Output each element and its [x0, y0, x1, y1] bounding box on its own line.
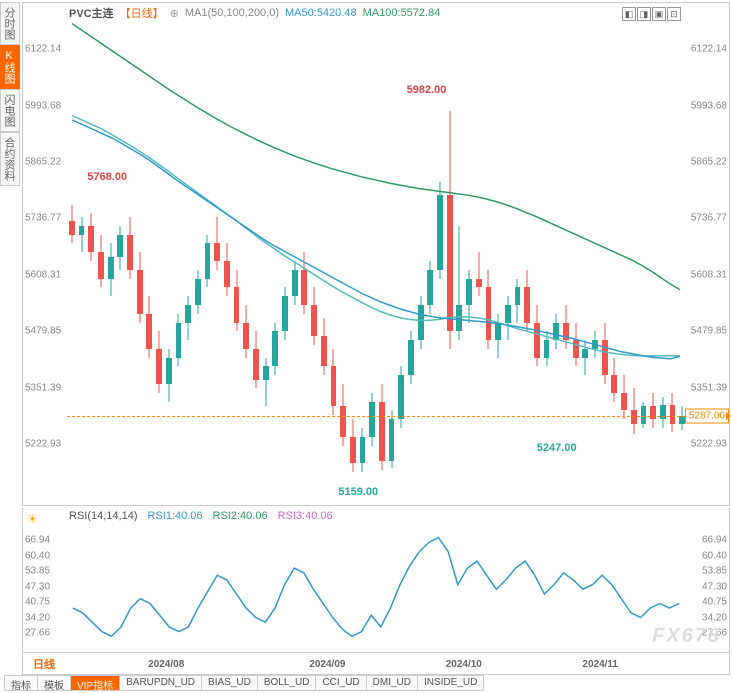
- timeframe-label: 【日线】: [120, 5, 164, 21]
- indicator-tab-7[interactable]: DMI_UD: [366, 675, 418, 691]
- rsi3-readout: RSI3:40.06: [278, 510, 333, 522]
- price-y-tick: 5736.77: [691, 213, 727, 224]
- indicator-tab-0[interactable]: 指标: [4, 675, 38, 691]
- price-y-tick: 5865.22: [691, 157, 727, 168]
- rsi-y-tick: 47.30: [25, 581, 50, 592]
- rsi-header: RSI(14,14,14) RSI1:40.06 RSI2:40.06 RSI3…: [69, 510, 333, 522]
- ma-label: MA1(50,100,200,0): [185, 7, 279, 19]
- left-tab-2[interactable]: 闪电图: [0, 89, 20, 132]
- rsi-y-tick: 53.85: [702, 566, 727, 577]
- rsi-label: RSI(14,14,14): [69, 510, 137, 522]
- rsi-line-svg: [23, 508, 729, 652]
- price-y-tick: 5608.31: [691, 269, 727, 280]
- rsi-y-tick: 60.40: [25, 550, 50, 561]
- rsi-y-tick: 53.85: [25, 566, 50, 577]
- chart-tool-icons: ◧◨▣⊡: [622, 7, 681, 21]
- time-x-tick: 2024/10: [446, 659, 482, 670]
- indicator-tab-5[interactable]: BOLL_UD: [257, 675, 317, 691]
- price-annotation: 5982.00: [407, 84, 447, 96]
- left-tab-bar: 分时图K线图闪电图合约资料: [0, 2, 20, 186]
- price-y-tick: 5865.22: [25, 157, 61, 168]
- chart-tool-icon-0[interactable]: ◧: [622, 7, 636, 21]
- rsi-y-tick: 66.94: [25, 535, 50, 546]
- rsi-y-tick: 47.30: [702, 581, 727, 592]
- chart-tool-icon-1[interactable]: ◨: [637, 7, 651, 21]
- price-y-tick: 5479.85: [691, 326, 727, 337]
- chart-header: PVC主连 【日线】 ⊕ MA1(50,100,200,0) MA50:5420…: [69, 5, 440, 21]
- ma50-readout: MA50:5420.48: [285, 7, 357, 19]
- rsi-y-tick: 34.20: [25, 612, 50, 623]
- rsi-y-tick: 27.66: [25, 628, 50, 639]
- chart-container: 分时图K线图闪电图合约资料 PVC主连 【日线】 ⊕ MA1(50,100,20…: [0, 0, 732, 693]
- price-y-tick: 6122.14: [25, 44, 61, 55]
- time-x-tick: 2024/09: [309, 659, 345, 670]
- indicator-settings-icon[interactable]: ☀: [27, 512, 38, 526]
- ma100-readout: MA100:5572.84: [363, 7, 441, 19]
- price-y-tick: 5351.39: [25, 382, 61, 393]
- time-axis: 日线 2024/08 2024/09 2024/10 2024/11: [22, 653, 730, 675]
- price-y-tick: 5222.93: [691, 439, 727, 450]
- indicator-tab-4[interactable]: BIAS_UD: [201, 675, 258, 691]
- rsi-y-tick: 34.20: [702, 612, 727, 623]
- time-x-tick: 2024/11: [582, 659, 618, 670]
- indicator-tab-6[interactable]: CCI_UD: [315, 675, 366, 691]
- price-annotation: 5247.00: [537, 442, 577, 454]
- indicator-tab-3[interactable]: BARUPDN_UD: [119, 675, 202, 691]
- price-chart[interactable]: PVC主连 【日线】 ⊕ MA1(50,100,200,0) MA50:5420…: [22, 2, 730, 506]
- indicator-tab-1[interactable]: 模板: [37, 675, 71, 691]
- rsi-y-tick: 60.40: [702, 550, 727, 561]
- price-y-tick: 5993.68: [25, 100, 61, 111]
- rsi-y-tick: 40.75: [25, 597, 50, 608]
- price-annotation: 5768.00: [87, 171, 127, 183]
- time-x-tick: 2024/08: [148, 659, 184, 670]
- rsi1-readout: RSI1:40.06: [147, 510, 202, 522]
- time-axis-label: 日线: [23, 653, 65, 674]
- indicator-tabs: 指标模板VIP指标BARUPDN_UDBIAS_UDBOLL_UDCCI_UDD…: [4, 675, 730, 691]
- left-tab-3[interactable]: 合约资料: [0, 132, 20, 186]
- current-price-line: [67, 416, 685, 417]
- chart-tool-icon-3[interactable]: ⊡: [667, 7, 681, 21]
- left-tab-1[interactable]: K线图: [0, 45, 20, 89]
- price-y-tick: 5222.93: [25, 439, 61, 450]
- rsi2-readout: RSI2:40.06: [213, 510, 268, 522]
- rsi-chart[interactable]: ☀ RSI(14,14,14) RSI1:40.06 RSI2:40.06 RS…: [22, 508, 730, 653]
- price-y-tick: 6122.14: [691, 44, 727, 55]
- indicator-tab-8[interactable]: INSIDE_UD: [417, 675, 484, 691]
- chart-tool-icon-2[interactable]: ▣: [652, 7, 666, 21]
- price-y-tick: 5736.77: [25, 213, 61, 224]
- price-y-tick: 5993.68: [691, 100, 727, 111]
- price-y-tick: 5608.31: [25, 269, 61, 280]
- chart-title: PVC主连: [69, 5, 114, 21]
- current-price-tag: 5287.00: [685, 409, 729, 424]
- price-y-tick: 5351.39: [691, 382, 727, 393]
- left-tab-0[interactable]: 分时图: [0, 2, 20, 45]
- price-y-tick: 5479.85: [25, 326, 61, 337]
- price-annotation: 5159.00: [338, 486, 378, 498]
- rsi-y-tick: 66.94: [702, 535, 727, 546]
- watermark: FX678: [652, 625, 721, 648]
- rsi-y-tick: 40.75: [702, 597, 727, 608]
- indicator-tab-2[interactable]: VIP指标: [70, 675, 120, 691]
- settings-icon[interactable]: ⊕: [170, 7, 179, 20]
